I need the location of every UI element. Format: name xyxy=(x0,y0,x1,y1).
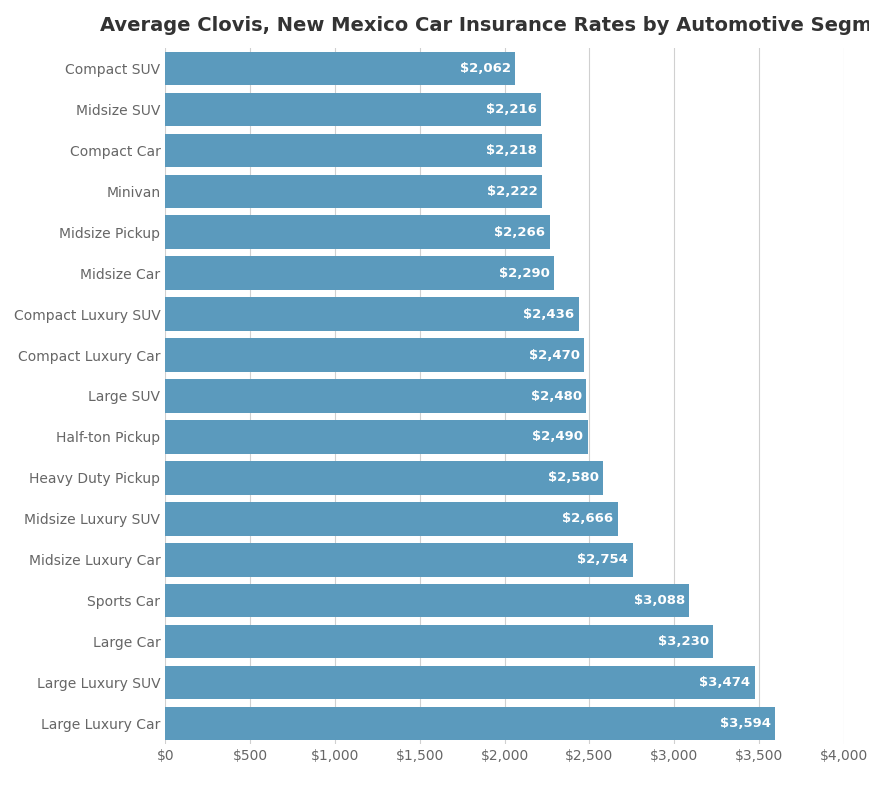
Bar xyxy=(165,134,541,167)
Text: $2,754: $2,754 xyxy=(577,554,627,566)
Text: $3,594: $3,594 xyxy=(719,717,770,730)
Bar xyxy=(165,93,541,126)
Bar xyxy=(165,584,688,618)
Bar xyxy=(165,420,587,454)
Text: $2,580: $2,580 xyxy=(547,471,598,484)
Text: $2,266: $2,266 xyxy=(494,226,545,238)
Text: $2,222: $2,222 xyxy=(487,185,537,198)
Bar xyxy=(165,666,753,699)
Text: $2,062: $2,062 xyxy=(460,62,510,75)
Text: $2,216: $2,216 xyxy=(486,103,536,116)
Text: $2,490: $2,490 xyxy=(532,430,583,443)
Bar xyxy=(165,298,578,331)
Text: $2,470: $2,470 xyxy=(528,349,580,362)
Bar xyxy=(165,174,541,208)
Bar xyxy=(165,625,713,658)
Bar xyxy=(165,461,602,494)
Text: $2,436: $2,436 xyxy=(522,308,574,321)
Text: $3,230: $3,230 xyxy=(657,635,708,648)
Bar xyxy=(165,52,514,86)
Bar xyxy=(165,706,774,740)
Text: $3,088: $3,088 xyxy=(633,594,684,607)
Text: $3,474: $3,474 xyxy=(699,676,750,689)
Text: $2,290: $2,290 xyxy=(498,266,549,280)
Bar xyxy=(165,338,584,372)
Bar xyxy=(165,379,586,413)
Bar xyxy=(165,543,632,577)
Text: $2,218: $2,218 xyxy=(486,144,537,157)
Bar xyxy=(165,502,617,536)
Text: $2,666: $2,666 xyxy=(561,512,613,526)
Bar xyxy=(165,215,549,249)
Text: $2,480: $2,480 xyxy=(530,390,581,402)
Title: Average Clovis, New Mexico Car Insurance Rates by Automotive Segment: Average Clovis, New Mexico Car Insurance… xyxy=(100,16,869,35)
Bar xyxy=(165,256,554,290)
